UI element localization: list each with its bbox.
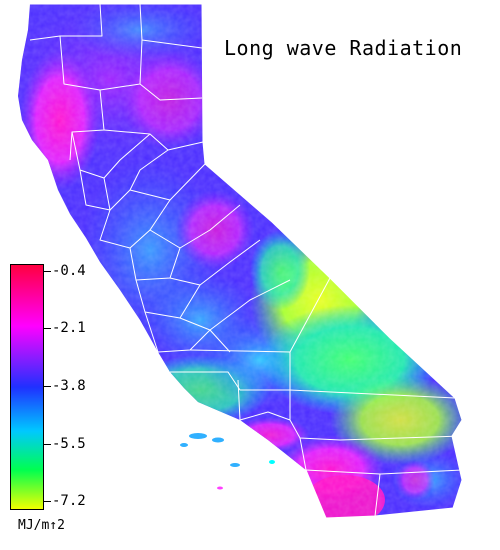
legend-tick-label: -3.8 bbox=[52, 378, 86, 394]
color-scale-bar bbox=[10, 264, 44, 510]
legend-tick bbox=[43, 271, 51, 272]
channel-islands bbox=[180, 433, 275, 490]
legend-units: MJ/m↑2 bbox=[18, 518, 65, 533]
legend-tick bbox=[43, 328, 51, 329]
legend-tick-label: -7.2 bbox=[52, 493, 86, 509]
legend-tick-label: -0.4 bbox=[52, 263, 86, 279]
legend-tick bbox=[43, 444, 51, 445]
legend-tick bbox=[43, 501, 51, 502]
legend-tick-label: -2.1 bbox=[52, 320, 86, 336]
map-title: Long wave Radiation bbox=[224, 36, 463, 60]
legend-tick bbox=[43, 386, 51, 387]
county-boundaries bbox=[29, 3, 463, 519]
legend-tick-label: -5.5 bbox=[52, 436, 86, 452]
